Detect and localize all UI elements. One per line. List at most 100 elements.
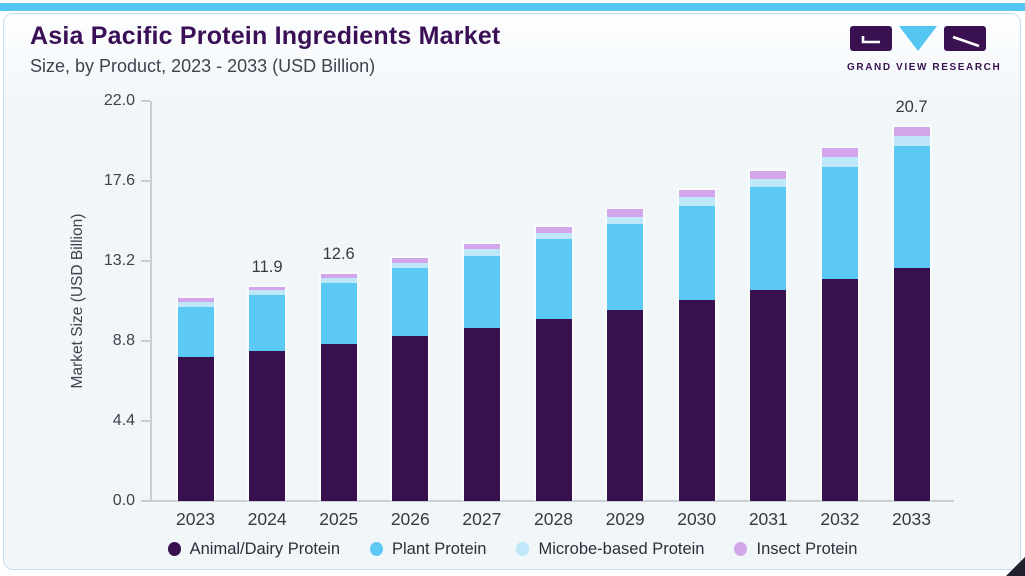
legend-label: Plant Protein bbox=[392, 539, 487, 558]
x-tick-label: 2029 bbox=[605, 509, 645, 529]
bar-segment-insect-protein bbox=[463, 243, 500, 250]
legend-dot bbox=[370, 542, 383, 556]
bar-column-2031 bbox=[748, 169, 789, 501]
bar-column-2025 bbox=[318, 271, 359, 501]
legend-dot bbox=[167, 542, 181, 556]
page-title: Asia Pacific Protein Ingredients Market bbox=[30, 22, 501, 50]
x-tick-label: 2028 bbox=[534, 509, 573, 529]
bar-segment-plant-protein bbox=[249, 294, 286, 351]
bar-segment-microbe-based-protein bbox=[249, 290, 286, 295]
bar-column-2027 bbox=[461, 241, 502, 501]
bar-column-2032 bbox=[819, 146, 860, 501]
bar-segment-insect-protein bbox=[678, 190, 715, 198]
y-axis-title: Market Size (USD Billion) bbox=[69, 213, 86, 389]
bar-value-label: 11.9 bbox=[251, 257, 283, 276]
x-tick-label: 2023 bbox=[176, 509, 215, 529]
y-tick-mark bbox=[141, 260, 150, 262]
bar-value-label: 12.6 bbox=[322, 244, 355, 263]
bar-segment-plant-protein bbox=[607, 223, 644, 310]
bar-segment-insect-protein bbox=[750, 171, 787, 180]
chart-header: Asia Pacific Protein Ingredients Market … bbox=[30, 22, 500, 77]
x-axis-line bbox=[150, 500, 954, 502]
y-tick-label: 22.0 bbox=[103, 92, 135, 109]
legend-label: Microbe-based Protein bbox=[538, 539, 705, 558]
bar-column-2029 bbox=[605, 207, 646, 501]
legend-label: Animal/Dairy Protein bbox=[189, 539, 340, 558]
y-tick-label: 17.6 bbox=[103, 172, 135, 189]
bar-segment-insect-protein bbox=[607, 209, 644, 217]
x-tick-label: 2030 bbox=[677, 509, 717, 529]
y-tick-mark bbox=[141, 100, 150, 102]
x-tick-label: 2025 bbox=[319, 509, 359, 529]
bar-segment-microbe-based-protein bbox=[821, 157, 858, 168]
gvr-logo-icon bbox=[850, 26, 986, 51]
x-tick-label: 2024 bbox=[247, 509, 287, 529]
bar-segment-insect-protein bbox=[535, 226, 572, 233]
bar-segment-plant-protein bbox=[392, 268, 429, 336]
bar-segment-animal-dairy-protein bbox=[392, 335, 429, 501]
bar-segment-microbe-based-protein bbox=[893, 135, 930, 146]
legend-dot bbox=[516, 542, 530, 556]
x-tick-label: 2031 bbox=[748, 509, 788, 529]
bar-segment-animal-dairy-protein bbox=[750, 289, 787, 501]
bar-segment-microbe-based-protein bbox=[678, 197, 715, 206]
chart-card bbox=[3, 13, 1021, 570]
chart-legend: Animal/Dairy Protein Plant Protein Microbe… bbox=[40, 537, 985, 561]
bar-segment-animal-dairy-protein bbox=[535, 318, 572, 501]
bar-segment-insect-protein bbox=[249, 286, 286, 291]
x-tick-label: 2026 bbox=[390, 509, 430, 529]
x-tick-label: 2032 bbox=[820, 509, 860, 529]
bar-segment-plant-protein bbox=[750, 187, 787, 290]
legend-item-plant-protein: Plant Protein bbox=[370, 540, 486, 559]
y-tick-label: 4.4 bbox=[112, 412, 135, 429]
bar-segment-animal-dairy-protein bbox=[893, 267, 930, 501]
y-tick-mark bbox=[141, 180, 150, 182]
y-tick-label: 13.2 bbox=[103, 252, 135, 269]
gvr-logo-text: GRAND VIEW RESEARCH bbox=[847, 62, 1002, 73]
corner-fold-decoration bbox=[1006, 557, 1025, 576]
bar-segment-microbe-based-protein bbox=[392, 262, 429, 269]
legend-item-microbe-based-protein: Microbe-based Protein bbox=[516, 540, 704, 559]
bar-segment-animal-dairy-protein bbox=[607, 309, 644, 501]
legend-item-insect-protein: Insect Protein bbox=[734, 540, 857, 559]
bar-segment-plant-protein bbox=[678, 205, 715, 300]
y-tick-label: 8.8 bbox=[112, 332, 135, 349]
bar-segment-insect-protein bbox=[893, 126, 930, 136]
top-accent-bar bbox=[0, 3, 1025, 11]
bar-segment-animal-dairy-protein bbox=[320, 344, 357, 501]
bar-segment-insect-protein bbox=[392, 258, 429, 263]
bar-segment-plant-protein bbox=[893, 145, 930, 268]
bar-column-2028 bbox=[533, 224, 574, 501]
bar-value-label: 20.7 bbox=[895, 97, 928, 116]
legend-dot bbox=[734, 542, 748, 556]
bar-column-2026 bbox=[390, 256, 431, 501]
bar-segment-insect-protein bbox=[320, 273, 357, 278]
y-tick-label: 0.0 bbox=[112, 492, 135, 509]
bar-segment-plant-protein bbox=[177, 307, 214, 357]
y-axis-line bbox=[150, 101, 152, 502]
bar-column-2033 bbox=[891, 124, 932, 501]
bar-segment-insect-protein bbox=[177, 298, 214, 303]
bar-segment-insect-protein bbox=[821, 148, 858, 158]
legend-item-animal-dairy-protein: Animal/Dairy Protein bbox=[167, 539, 340, 559]
bar-segment-plant-protein bbox=[320, 282, 357, 345]
x-tick-label: 2033 bbox=[892, 509, 931, 529]
bar-segment-microbe-based-protein bbox=[607, 216, 644, 224]
bar-column-2030 bbox=[676, 188, 717, 501]
bar-segment-microbe-based-protein bbox=[535, 232, 572, 240]
bar-segment-plant-protein bbox=[535, 239, 572, 319]
bar-segment-microbe-based-protein bbox=[750, 179, 787, 188]
bar-segment-microbe-based-protein bbox=[463, 249, 500, 256]
x-tick-label: 2027 bbox=[462, 509, 502, 529]
bar-segment-animal-dairy-protein bbox=[678, 299, 715, 501]
bar-segment-microbe-based-protein bbox=[320, 277, 357, 283]
y-tick-mark bbox=[141, 420, 150, 422]
bar-segment-animal-dairy-protein bbox=[249, 350, 286, 501]
bar-segment-animal-dairy-protein bbox=[463, 327, 500, 501]
bar-column-2024 bbox=[247, 284, 288, 501]
y-tick-mark bbox=[141, 340, 150, 342]
bar-segment-plant-protein bbox=[821, 167, 858, 279]
bar-segment-microbe-based-protein bbox=[177, 302, 214, 308]
bar-column-2023 bbox=[175, 296, 216, 501]
bar-segment-animal-dairy-protein bbox=[821, 278, 858, 501]
